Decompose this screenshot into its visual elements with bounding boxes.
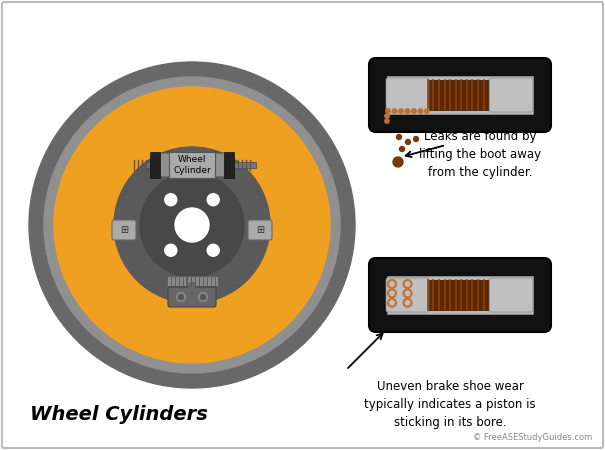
Circle shape	[425, 109, 429, 113]
Circle shape	[165, 244, 177, 256]
Bar	[166, 276, 198, 286]
Circle shape	[44, 77, 340, 373]
Text: Wheel Cylinders: Wheel Cylinders	[30, 405, 208, 424]
Bar	[150, 152, 160, 178]
Circle shape	[187, 280, 197, 290]
Circle shape	[386, 109, 390, 113]
FancyBboxPatch shape	[248, 220, 272, 240]
Circle shape	[385, 119, 389, 123]
Bar	[234, 162, 256, 168]
FancyBboxPatch shape	[369, 258, 551, 332]
FancyBboxPatch shape	[168, 287, 216, 307]
FancyBboxPatch shape	[112, 220, 136, 240]
Circle shape	[405, 109, 410, 113]
Text: ⊞: ⊞	[256, 225, 264, 235]
Circle shape	[399, 147, 405, 152]
Bar	[146, 162, 168, 168]
Text: ⊞: ⊞	[120, 225, 128, 235]
Circle shape	[189, 282, 195, 288]
Circle shape	[207, 194, 219, 206]
Circle shape	[178, 294, 183, 300]
FancyBboxPatch shape	[386, 78, 429, 112]
Circle shape	[114, 147, 270, 303]
Bar	[387, 276, 533, 314]
FancyBboxPatch shape	[489, 278, 533, 312]
Bar	[224, 152, 234, 178]
Circle shape	[392, 109, 397, 113]
FancyBboxPatch shape	[489, 78, 533, 112]
Circle shape	[399, 109, 403, 113]
Text: Leaks are found by
lifting the boot away
from the cylinder.: Leaks are found by lifting the boot away…	[419, 130, 541, 179]
FancyBboxPatch shape	[369, 58, 551, 132]
Circle shape	[177, 292, 186, 302]
FancyBboxPatch shape	[386, 278, 429, 312]
Bar	[387, 76, 533, 114]
Circle shape	[413, 136, 419, 141]
Circle shape	[207, 244, 219, 256]
Circle shape	[405, 140, 411, 144]
Bar	[186, 276, 218, 286]
FancyBboxPatch shape	[156, 153, 228, 177]
Circle shape	[418, 109, 423, 113]
Circle shape	[140, 173, 244, 277]
Circle shape	[200, 294, 206, 300]
Circle shape	[29, 62, 355, 388]
Circle shape	[165, 194, 177, 206]
Circle shape	[54, 87, 330, 363]
FancyBboxPatch shape	[169, 152, 215, 178]
Circle shape	[385, 114, 389, 118]
Circle shape	[187, 160, 197, 170]
Text: Uneven brake shoe wear
typically indicates a piston is
sticking in its bore.: Uneven brake shoe wear typically indicat…	[364, 380, 536, 429]
Bar	[428, 80, 489, 110]
Text: Wheel
Cylinder: Wheel Cylinder	[173, 155, 211, 175]
Circle shape	[412, 109, 416, 113]
Circle shape	[189, 162, 195, 168]
Text: © FreeASEStudyGuides.com: © FreeASEStudyGuides.com	[473, 433, 592, 442]
Circle shape	[198, 292, 208, 302]
Bar	[428, 280, 489, 310]
Circle shape	[175, 208, 209, 242]
Circle shape	[396, 135, 402, 140]
Circle shape	[393, 157, 403, 167]
